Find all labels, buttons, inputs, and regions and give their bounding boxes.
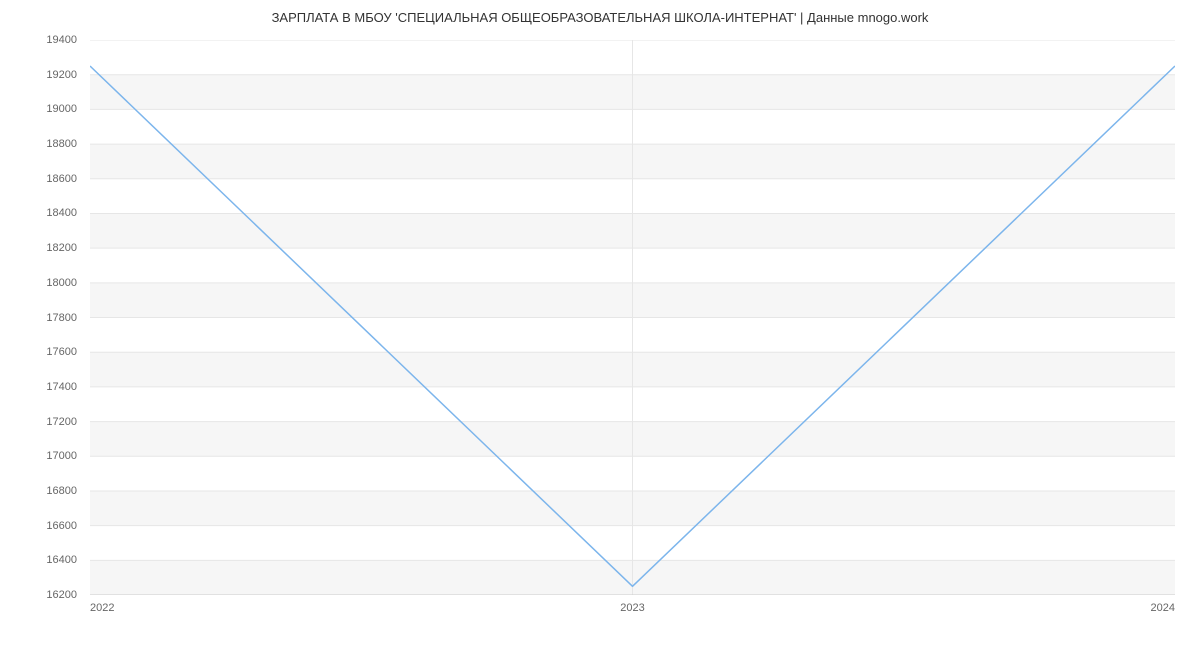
x-tick-label: 2022 (90, 602, 114, 614)
y-tick-label: 18800 (7, 138, 77, 150)
chart-title: ЗАРПЛАТА В МБОУ 'СПЕЦИАЛЬНАЯ ОБЩЕОБРАЗОВ… (0, 0, 1200, 25)
y-tick-label: 19400 (7, 34, 77, 46)
y-tick-label: 19200 (7, 69, 77, 81)
y-tick-label: 18000 (7, 277, 77, 289)
x-tick-label: 2023 (620, 602, 644, 614)
y-tick-label: 18400 (7, 207, 77, 219)
y-tick-label: 16800 (7, 485, 77, 497)
y-tick-label: 17200 (7, 416, 77, 428)
y-tick-label: 16200 (7, 589, 77, 601)
y-tick-label: 18600 (7, 173, 77, 185)
y-tick-label: 17600 (7, 346, 77, 358)
y-axis: 1620016400166001680017000172001740017600… (0, 40, 85, 595)
y-tick-label: 16600 (7, 520, 77, 532)
x-axis: 2022 2023 2024 (90, 598, 1175, 628)
y-tick-label: 18200 (7, 242, 77, 254)
y-tick-label: 19000 (7, 103, 77, 115)
plot-svg (90, 40, 1175, 595)
y-tick-label: 17400 (7, 381, 77, 393)
plot-area (90, 40, 1175, 595)
y-tick-label: 16400 (7, 554, 77, 566)
y-tick-label: 17000 (7, 450, 77, 462)
y-tick-label: 17800 (7, 312, 77, 324)
x-tick-label: 2024 (1151, 602, 1175, 614)
salary-chart: ЗАРПЛАТА В МБОУ 'СПЕЦИАЛЬНАЯ ОБЩЕОБРАЗОВ… (0, 0, 1200, 650)
